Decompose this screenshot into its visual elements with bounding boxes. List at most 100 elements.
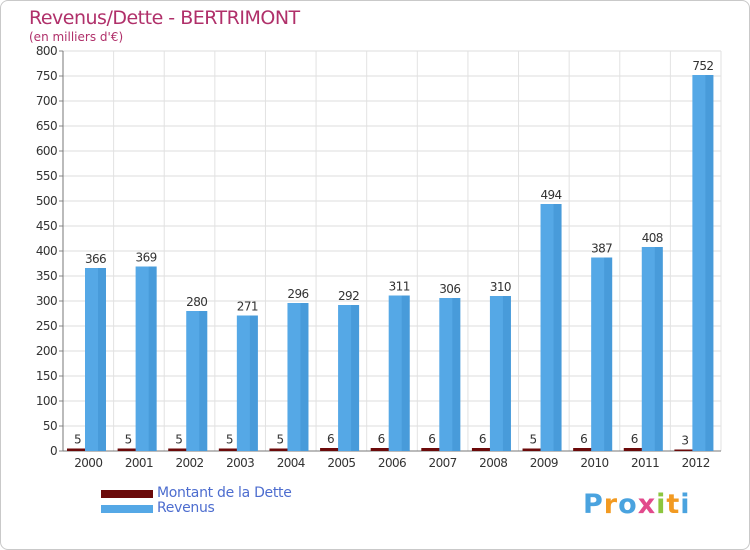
bar-revenue-shade-2007 [452,298,461,451]
data-label-revenue-2003: 271 [237,300,258,314]
data-label-revenue-2000: 366 [85,252,106,266]
bar-debt-2005 [320,448,342,451]
logo-letter: i [680,489,691,520]
bar-revenue-shade-2006 [401,295,410,451]
x-tick-label-2005: 2005 [327,456,355,470]
data-label-revenue-2010: 387 [591,242,612,256]
data-label-debt-2009: 5 [530,433,537,447]
proxiti-logo: Proxiti [583,489,691,520]
x-tick-label-2011: 2011 [631,456,659,470]
y-tick-label: 350 [36,269,57,283]
y-tick-label: 400 [36,244,57,258]
y-tick-label: 800 [36,44,57,58]
data-label-debt-2011: 6 [631,432,638,446]
data-label-debt-2010: 6 [580,432,587,446]
bar-revenue-shade-2010 [604,257,613,451]
x-tick-label-2000: 2000 [74,456,102,470]
y-tick-label: 250 [36,319,57,333]
legend-label-revenue: Revenus [157,500,215,516]
data-label-revenue-2005: 292 [338,289,359,303]
chart-subtitle: (en milliers d'€) [29,30,124,44]
bar-debt-2003 [218,448,240,451]
x-tick-label-2010: 2010 [580,456,608,470]
data-label-debt-2006: 6 [378,432,385,446]
bar-revenue-shade-2005 [351,305,360,451]
y-tick-label: 450 [36,219,57,233]
labels: 0 50 100 150 200 250 300 350 400 450 500 550 600 650 7… [36,44,714,470]
chart-title: Revenus/Dette - BERTRIMONT [29,7,300,29]
legend-label-debt: Montant de la Dette [157,485,292,501]
x-tick-label-2002: 2002 [175,456,203,470]
bar-revenue-shade-2012 [705,75,714,451]
legend-swatch-revenue [101,505,153,513]
x-tick-label-2001: 2001 [125,456,153,470]
logo-letter: t [666,489,681,520]
data-label-debt-2004: 5 [276,433,283,447]
y-tick-label: 600 [36,144,57,158]
logo-letter: P [583,489,604,520]
bar-debt-2004 [269,448,291,451]
logo-letter: r [603,489,619,520]
x-tick-label-2009: 2009 [530,456,558,470]
data-label-debt-2012: 3 [681,434,688,448]
y-tick-label: 750 [36,69,57,83]
data-label-revenue-2001: 369 [136,251,157,265]
data-label-revenue-2006: 311 [389,280,410,294]
bar-debt-2001 [117,448,139,451]
x-tick-label-2003: 2003 [226,456,254,470]
x-tick-label-2007: 2007 [429,456,457,470]
data-label-debt-2005: 6 [327,432,334,446]
bar-revenue-shade-2004 [300,303,309,451]
data-label-debt-2001: 5 [125,433,132,447]
data-label-debt-2002: 5 [175,433,182,447]
legend-swatch-debt [101,490,153,498]
x-tick-label-2006: 2006 [378,456,406,470]
logo-letter: x [637,489,657,520]
data-label-revenue-2008: 310 [490,280,511,294]
bar-revenue-shade-2002 [199,311,208,451]
bar-revenue-shade-2003 [249,315,258,451]
bar-revenue-shade-2008 [502,296,511,451]
bars [67,75,714,451]
data-label-debt-2003: 5 [226,433,233,447]
data-label-revenue-2011: 408 [642,231,663,245]
x-tick-label-2012: 2012 [682,456,710,470]
data-label-revenue-2009: 494 [540,188,561,202]
y-tick-label: 200 [36,344,57,358]
data-label-revenue-2002: 280 [186,295,207,309]
data-label-debt-2000: 5 [74,433,81,447]
y-tick-label: 550 [36,169,57,183]
bar-revenue-shade-2001 [148,266,157,451]
y-tick-label: 0 [50,444,57,458]
x-tick-label-2004: 2004 [277,456,305,470]
y-tick-label: 300 [36,294,57,308]
data-label-debt-2008: 6 [479,432,486,446]
bar-debt-2010 [573,448,595,451]
bar-revenue-shade-2009 [553,204,562,451]
bar-debt-2006 [370,448,392,451]
y-tick-label: 500 [36,194,57,208]
bar-debt-2007 [421,448,443,451]
bar-revenue-shade-2011 [654,247,663,451]
y-tick-label: 650 [36,119,57,133]
bar-revenue-shade-2000 [98,268,106,451]
logo-letter: i [656,489,667,520]
x-tick-label-2008: 2008 [479,456,507,470]
data-label-revenue-2007: 306 [439,282,460,296]
bar-debt-2002 [168,448,190,451]
y-tick-label: 100 [36,394,57,408]
y-tick-label: 150 [36,369,57,383]
data-label-revenue-2004: 296 [287,287,308,301]
bar-debt-2009 [522,448,544,451]
data-label-debt-2007: 6 [428,432,435,446]
data-label-revenue-2012: 752 [692,59,713,73]
y-tick-label: 50 [43,419,57,433]
bar-debt-2000 [67,448,88,451]
logo-letter: o [618,489,638,520]
bar-debt-2012 [674,449,696,451]
bar-debt-2011 [623,448,645,451]
bar-debt-2008 [471,448,493,451]
y-tick-label: 700 [36,94,57,108]
